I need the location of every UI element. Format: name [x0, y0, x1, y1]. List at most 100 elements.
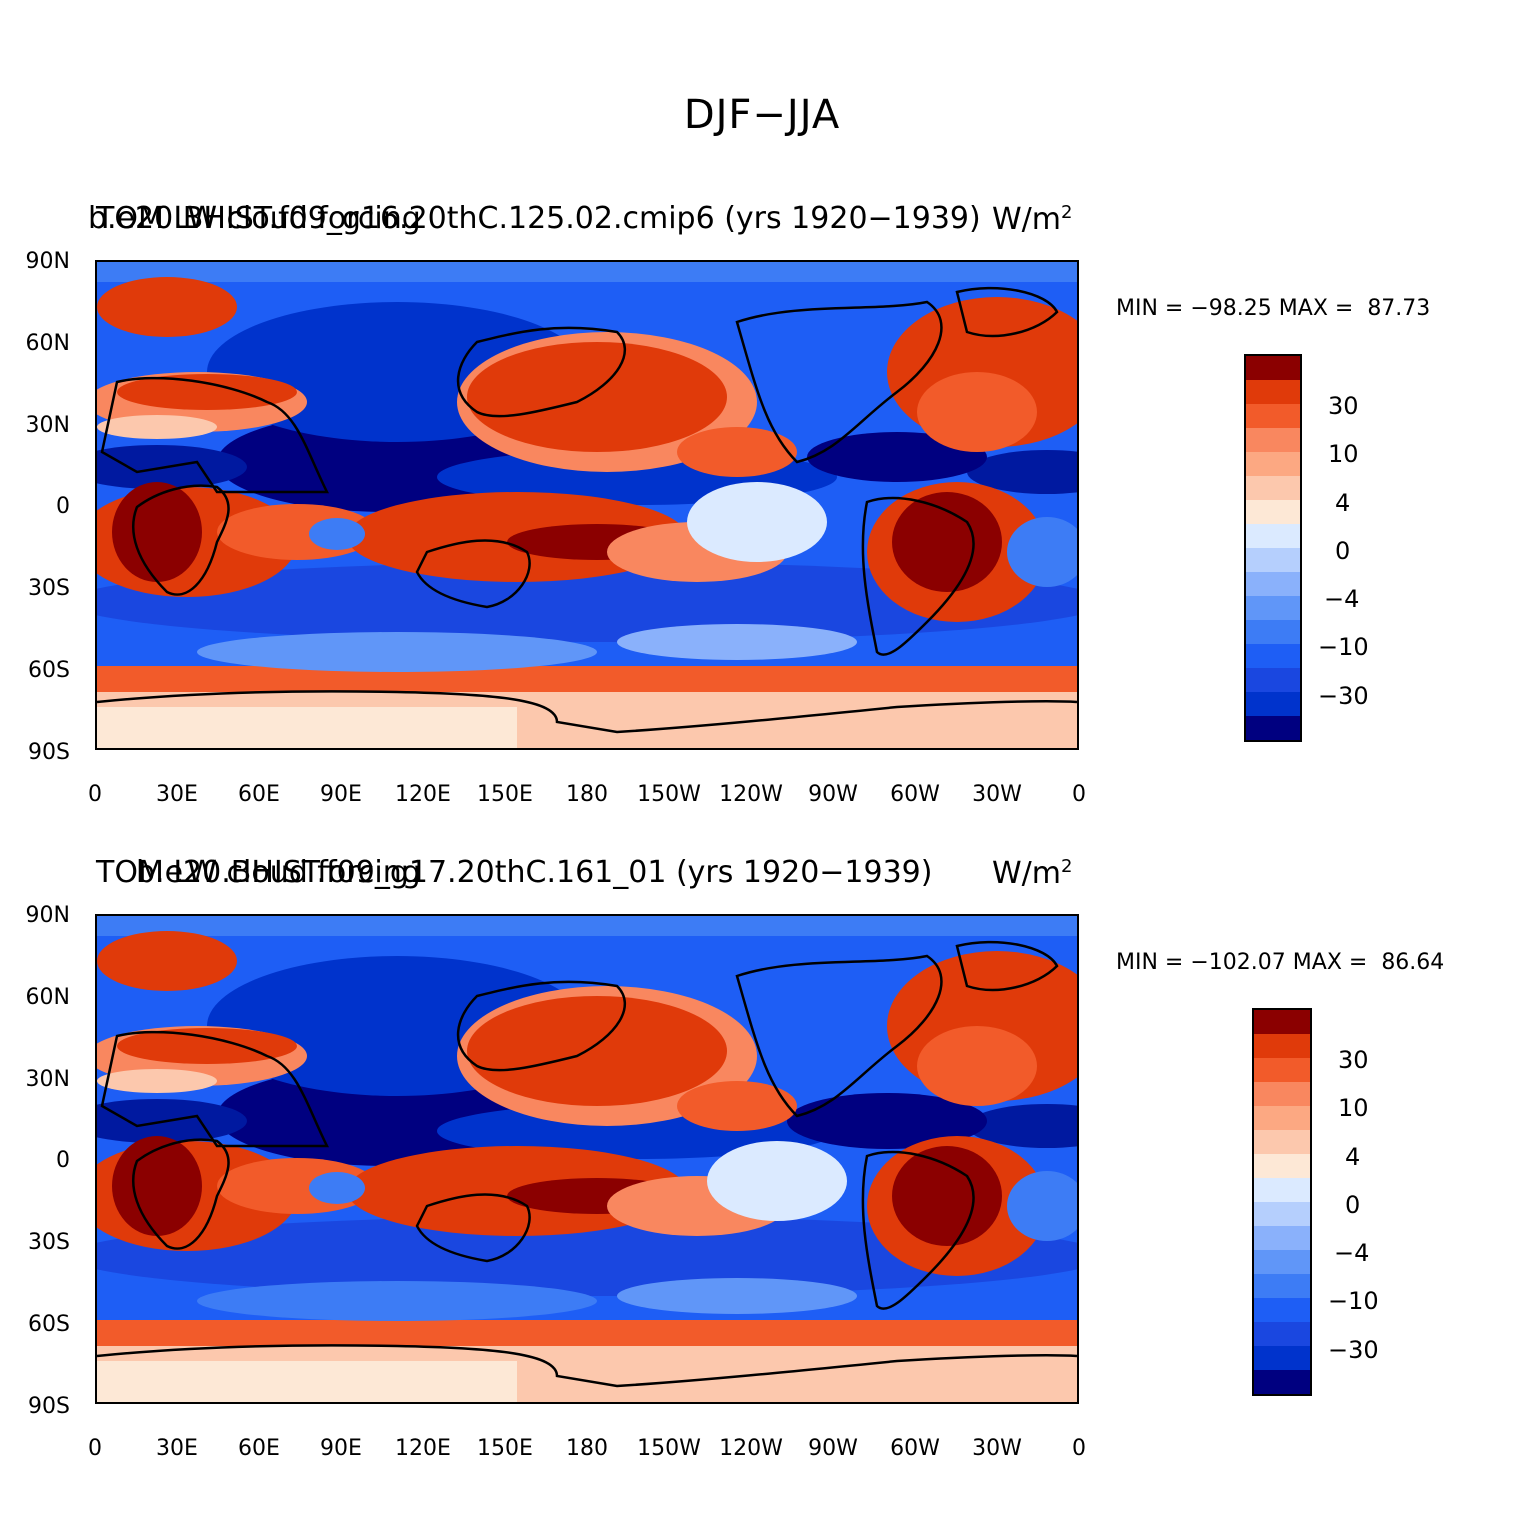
colorbar-cell	[1254, 1346, 1310, 1371]
x-label: 30E	[156, 1436, 198, 1461]
colorbar-cell	[1254, 1034, 1310, 1059]
colorbar-label: −10	[1318, 633, 1369, 661]
x-label: 180	[566, 1436, 608, 1461]
colorbar-cell	[1246, 428, 1300, 453]
colorbar-label: −30	[1318, 682, 1369, 710]
max-label: MAX =	[1292, 950, 1368, 975]
variable-label: TOM LW cloud forcing	[96, 201, 421, 236]
units-exponent: 2	[1061, 856, 1073, 877]
x-label: 60E	[238, 1436, 280, 1461]
colorbar-cell	[1254, 1202, 1310, 1227]
y-label: 90N	[25, 903, 70, 928]
colorbar-cell	[1246, 692, 1300, 717]
colorbar-cell	[1254, 1250, 1310, 1275]
max-value: 86.64	[1381, 950, 1445, 975]
colorbar-cell	[1254, 1274, 1310, 1299]
colorbar-cell	[1246, 548, 1300, 573]
x-label: 30W	[972, 1436, 1022, 1461]
x-label: 0	[1072, 1436, 1086, 1461]
colorbar-label: −4	[1334, 1239, 1370, 1267]
x-label: 90W	[808, 1436, 858, 1461]
x-label: 120W	[719, 782, 783, 807]
colorbar-cell	[1254, 1370, 1310, 1394]
figure-title: DJF−JJA	[683, 92, 841, 138]
colorbar-cell	[1246, 380, 1300, 405]
y-label: 0	[56, 494, 70, 519]
colorbar-cell	[1246, 620, 1300, 645]
panel-bottom: TOM LW cloud forcing b.e20.BHIST.f09_g17…	[0, 846, 1524, 1500]
x-label: 150W	[637, 782, 701, 807]
min-value: −98.25	[1190, 296, 1272, 321]
x-label: 0	[1072, 782, 1086, 807]
x-label: 150E	[477, 782, 533, 807]
colorbar-label: 30	[1338, 1046, 1369, 1074]
x-label: 90W	[808, 782, 858, 807]
y-label: 60S	[28, 1312, 70, 1337]
x-label: 90E	[320, 782, 362, 807]
colorbar-label: 30	[1328, 392, 1359, 420]
units-exponent: 2	[1061, 202, 1073, 223]
colorbar-label: −10	[1328, 1287, 1379, 1315]
colorbar-cell	[1246, 476, 1300, 501]
colorbar-label: 10	[1328, 440, 1359, 468]
y-label: 30S	[28, 576, 70, 601]
colorbar-cell	[1254, 1082, 1310, 1107]
variable-label: TOM LW cloud forcing	[96, 855, 421, 890]
units-label: W/m2	[992, 858, 1072, 889]
colorbar-cell	[1246, 524, 1300, 549]
colorbar-cell	[1254, 1058, 1310, 1083]
colorbar-cell	[1254, 1178, 1310, 1203]
min-value: −102.07	[1190, 950, 1286, 975]
min-max-stats: MIN = −98.25 MAX = 87.73	[1116, 296, 1430, 321]
min-max-stats: MIN = −102.07 MAX = 86.64	[1116, 950, 1444, 975]
x-label: 120E	[395, 1436, 451, 1461]
x-label: 60W	[890, 782, 940, 807]
map-panel-bottom	[95, 914, 1079, 1404]
units-text: W/m	[992, 856, 1061, 891]
colorbar	[1252, 1008, 1312, 1396]
x-label: 30W	[972, 782, 1022, 807]
y-label: 30N	[25, 1067, 70, 1092]
colorbar-label: 10	[1338, 1094, 1369, 1122]
field-map	[97, 916, 1077, 1402]
colorbar-cell	[1246, 668, 1300, 693]
x-label: 30E	[156, 782, 198, 807]
colorbar-cell	[1246, 356, 1300, 381]
colorbar	[1244, 354, 1302, 742]
case-label: b.e20.BHIST.f09_g17.20thC.161_01 (yrs 19…	[136, 855, 933, 890]
case-label: b.e20.BHIST.f09_g16.20thC.125.02.cmip6 (…	[88, 201, 981, 236]
y-label: 60N	[25, 331, 70, 356]
colorbar-label: 4	[1345, 1143, 1361, 1171]
y-label: 90S	[28, 740, 70, 765]
units-text: W/m	[992, 202, 1061, 237]
max-value: 87.73	[1367, 296, 1431, 321]
y-label: 60S	[28, 658, 70, 683]
min-label: MIN =	[1116, 296, 1184, 321]
y-label: 90S	[28, 1394, 70, 1419]
colorbar-cell	[1246, 404, 1300, 429]
colorbar-cell	[1254, 1154, 1310, 1179]
colorbar-cell	[1246, 572, 1300, 597]
colorbar-label: 4	[1335, 489, 1351, 517]
x-label: 180	[566, 782, 608, 807]
panel-top: TOM LW cloud forcing b.e20.BHIST.f09_g16…	[0, 192, 1524, 846]
x-label: 150W	[637, 1436, 701, 1461]
units-label: W/m2	[992, 204, 1072, 235]
colorbar-cell	[1246, 500, 1300, 525]
colorbar-cell	[1254, 1010, 1310, 1035]
colorbar-cell	[1254, 1322, 1310, 1347]
max-label: MAX =	[1278, 296, 1354, 321]
colorbar-cell	[1254, 1106, 1310, 1131]
colorbar-cell	[1246, 716, 1300, 740]
x-label: 150E	[477, 1436, 533, 1461]
colorbar-cell	[1246, 644, 1300, 669]
colorbar-label: −30	[1328, 1336, 1379, 1364]
x-label: 90E	[320, 1436, 362, 1461]
colorbar-cell	[1254, 1226, 1310, 1251]
colorbar-label: 0	[1335, 537, 1351, 565]
y-label: 0	[56, 1148, 70, 1173]
colorbar-label: 0	[1345, 1191, 1361, 1219]
colorbar-cell	[1254, 1130, 1310, 1155]
y-label: 90N	[25, 249, 70, 274]
colorbar-cell	[1246, 596, 1300, 621]
